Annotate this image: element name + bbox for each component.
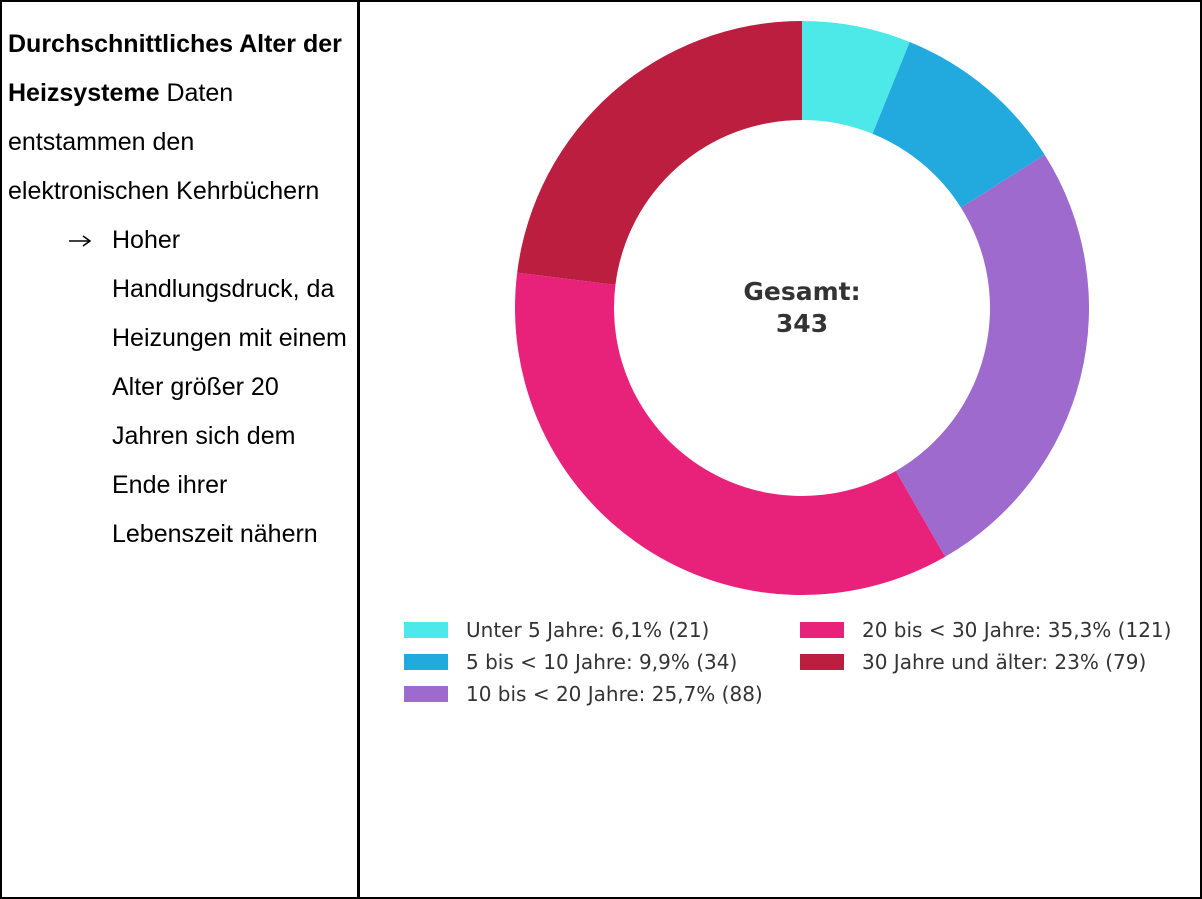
cell-divider bbox=[357, 0, 360, 899]
legend-label: Unter 5 Jahre: 6,1% (21) bbox=[466, 618, 709, 642]
donut-segment bbox=[895, 154, 1089, 557]
donut-chart: Gesamt: 343 Unter 5 Jahre: 6,1% (21) 5 bis … bbox=[404, 21, 1171, 706]
legend-swatch bbox=[404, 622, 448, 638]
text-cell: Durchschnittliches Alter der Heizsysteme… bbox=[8, 20, 348, 559]
legend-swatch bbox=[800, 654, 844, 670]
donut-segment bbox=[872, 41, 1045, 208]
body-text: Daten entstammen den elektronischen Kehr… bbox=[8, 79, 320, 205]
center-label: Gesamt: bbox=[743, 277, 860, 306]
bullet-text: Hoher Handlungsdruck, da Heizungen mit e… bbox=[112, 226, 347, 548]
donut-segment bbox=[802, 21, 910, 134]
legend-label: 20 bis < 30 Jahre: 35,3% (121) bbox=[862, 618, 1171, 642]
legend-swatch bbox=[404, 654, 448, 670]
legend-label: 30 Jahre und älter: 23% (79) bbox=[862, 650, 1146, 674]
arrow-icon bbox=[69, 235, 92, 247]
bullet-item: Hoher Handlungsdruck, da Heizungen mit e… bbox=[69, 216, 348, 559]
donut-segment bbox=[515, 272, 946, 595]
paragraph: Durchschnittliches Alter der Heizsysteme… bbox=[8, 20, 348, 216]
legend-swatch bbox=[404, 686, 448, 702]
legend-swatch bbox=[800, 622, 844, 638]
legend-label: 10 bis < 20 Jahre: 25,7% (88) bbox=[466, 682, 763, 706]
donut-segment bbox=[517, 21, 802, 285]
legend-label: 5 bis < 10 Jahre: 9,9% (34) bbox=[466, 650, 737, 674]
heading: Durchschnittliches Alter der Heizsysteme bbox=[8, 30, 342, 107]
center-total: 343 bbox=[776, 309, 828, 338]
